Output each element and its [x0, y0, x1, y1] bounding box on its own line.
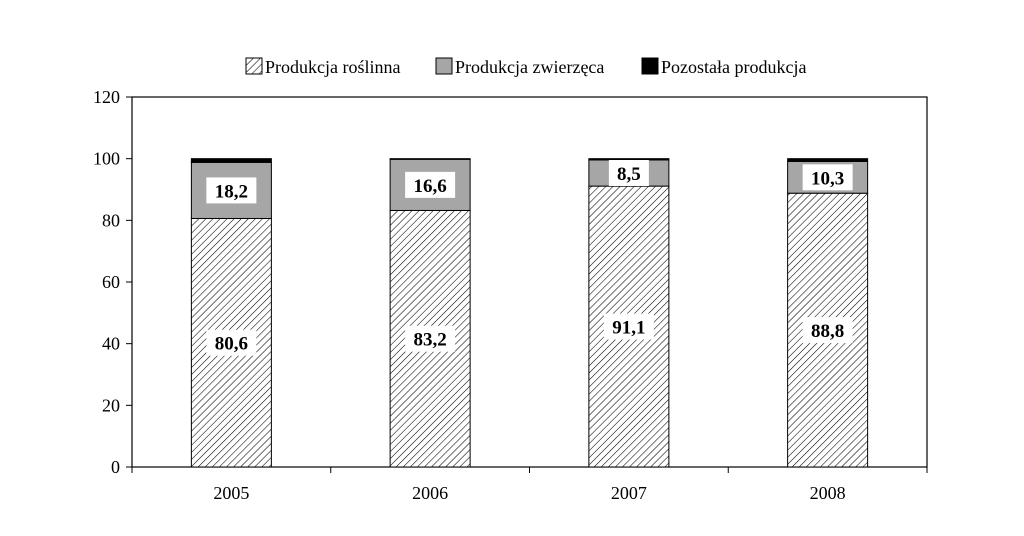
data-label: 80,6 — [215, 334, 248, 355]
data-label: 10,3 — [811, 168, 844, 189]
data-labels: 80,6 18,2 83,2 16,6 91,1 8,5 88,8 10,3 — [206, 160, 853, 356]
y-tick-label: 100 — [93, 149, 120, 169]
bar-segment — [389, 158, 471, 160]
y-tick-label: 80 — [102, 210, 120, 230]
x-axis: 2005 2006 2007 2008 — [131, 467, 928, 503]
data-label-box — [802, 317, 853, 344]
legend-label: Produkcja zwierzęca — [455, 57, 604, 77]
y-tick-label: 40 — [102, 334, 120, 354]
x-tick-label: 2005 — [213, 483, 249, 503]
legend-swatch — [245, 57, 263, 75]
y-axis: 0 20 40 60 80 100 120 — [93, 87, 132, 477]
data-label-box — [603, 313, 654, 340]
y-tick-label: 60 — [102, 272, 120, 292]
x-tick-label: 2008 — [810, 483, 846, 503]
x-tick-label: 2007 — [611, 483, 647, 503]
legend-swatch — [435, 57, 453, 75]
data-label: 88,8 — [811, 321, 844, 342]
data-label-box — [405, 325, 456, 352]
y-tick-label: 0 — [111, 457, 120, 477]
data-label-box — [206, 177, 257, 204]
bar-segment — [588, 158, 670, 161]
y-tick-label: 20 — [102, 395, 120, 415]
bar-segment — [190, 158, 272, 163]
data-label-box — [608, 160, 649, 187]
data-label-box — [206, 329, 257, 356]
x-tick-label: 2006 — [412, 483, 448, 503]
legend-label: Pozostała produkcja — [661, 57, 806, 77]
bars — [190, 158, 869, 468]
legend: Produkcja roślinna Produkcja zwierzęca Poz… — [245, 57, 806, 77]
data-label-box — [802, 164, 853, 191]
data-label: 8,5 — [617, 164, 641, 185]
data-label: 83,2 — [414, 330, 447, 351]
y-tick-label: 120 — [93, 87, 120, 107]
legend-swatch — [641, 57, 659, 75]
bar-segment — [389, 158, 471, 211]
data-label-box — [405, 171, 456, 198]
bar-segment — [787, 158, 869, 162]
legend-label: Produkcja roślinna — [265, 57, 400, 77]
data-label: 16,6 — [414, 176, 447, 197]
data-label: 91,1 — [612, 318, 645, 339]
data-label: 18,2 — [215, 181, 248, 202]
